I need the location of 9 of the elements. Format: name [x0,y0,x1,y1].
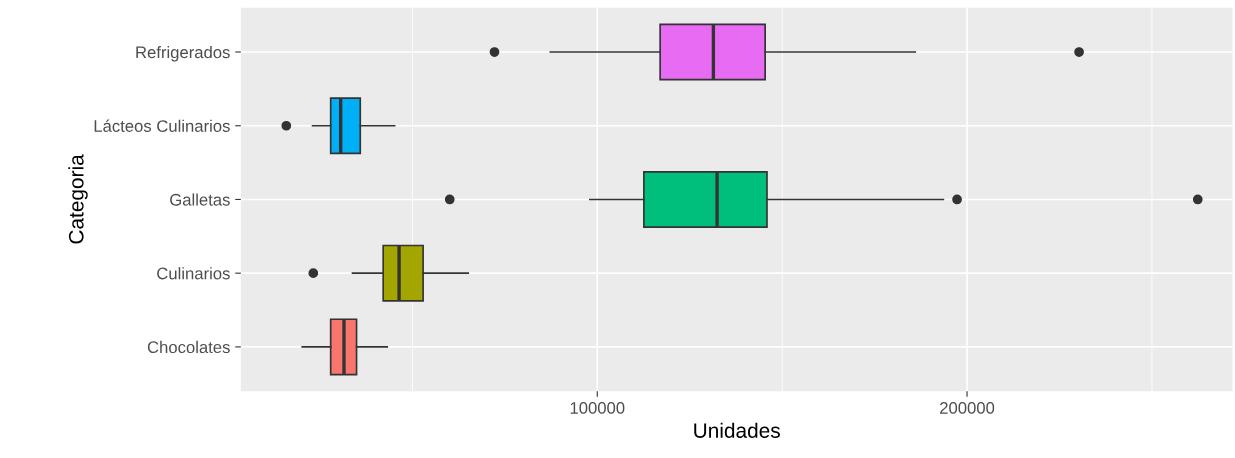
y-tick-label: Refrigerados [136,45,230,62]
y-axis-title: Categoria [68,154,88,244]
y-tick-label: Lácteos Culinarios [94,119,230,132]
y-tick-label: Chocolates [147,340,230,354]
y-tick-label: Culinarios [157,267,230,280]
x-tick-label: 100000 [570,401,625,414]
x-tick-label: 200000 [940,401,995,414]
x-axis-title: Unidades [694,422,780,438]
y-tick-label: Galletas [170,193,230,206]
